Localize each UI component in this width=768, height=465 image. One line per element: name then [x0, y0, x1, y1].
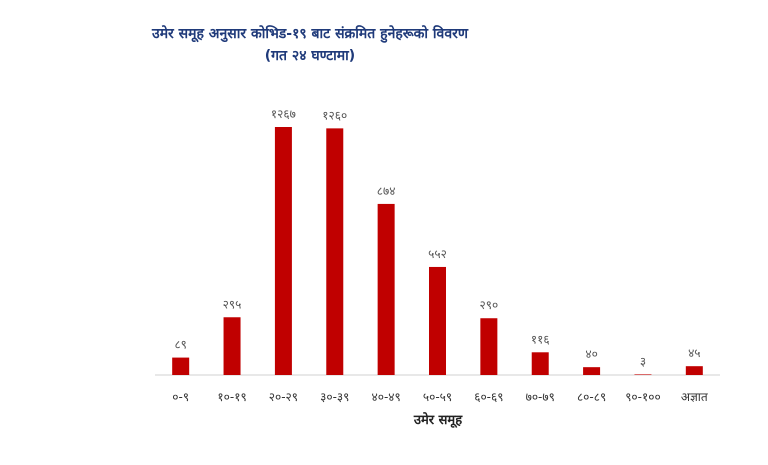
x-tick-label-7: ७०-७९	[526, 390, 555, 404]
bar-0	[172, 357, 190, 375]
data-label-4: ८७४	[377, 184, 396, 198]
x-tick-label-6: ६०-६९	[474, 390, 503, 404]
bar-10	[685, 366, 703, 375]
data-label-0: ८९	[174, 338, 186, 352]
bar-9	[634, 374, 652, 375]
chart-subtitle: (गत २४ घण्टामा)	[264, 48, 356, 64]
bar-3	[326, 128, 344, 375]
data-label-7: ११६	[531, 332, 550, 346]
x-axis-label: उमेर समूह	[413, 412, 463, 428]
data-label-3: १२६०	[322, 108, 347, 122]
bar-4	[377, 203, 395, 375]
bar-7	[531, 352, 549, 375]
bar-2	[274, 127, 292, 375]
x-tick-label-5: ५०-५९	[423, 390, 452, 404]
x-tick-label-3: ३०-३९	[320, 390, 349, 404]
chart-title: उमेर समूह अनुसार कोभिड-१९ बाट संक्रमित ह…	[152, 26, 468, 42]
x-tick-label-2: २०-२९	[269, 390, 298, 404]
x-tick-label-10: अज्ञात	[681, 390, 709, 404]
data-label-8: ४०	[585, 347, 597, 361]
data-label-9: ३	[640, 354, 646, 368]
data-label-2: १२६७	[271, 107, 296, 121]
bar-5	[429, 266, 446, 375]
data-label-1: २९५	[223, 297, 242, 311]
data-label-10: ४५	[688, 346, 700, 360]
x-tick-label-8: ८०-८९	[577, 390, 606, 404]
bar-6	[480, 318, 498, 375]
data-label-5: ५५२	[428, 247, 447, 261]
x-tick-label-9: ९०-१००	[625, 390, 661, 404]
bar-1	[223, 317, 241, 375]
x-tick-label-0: ०-९	[172, 390, 189, 404]
x-tick-label-1: १०-१९	[217, 390, 246, 404]
bar-8	[583, 367, 601, 375]
data-label-6: २९०	[479, 298, 498, 312]
x-tick-label-4: ४०-४९	[371, 390, 400, 404]
